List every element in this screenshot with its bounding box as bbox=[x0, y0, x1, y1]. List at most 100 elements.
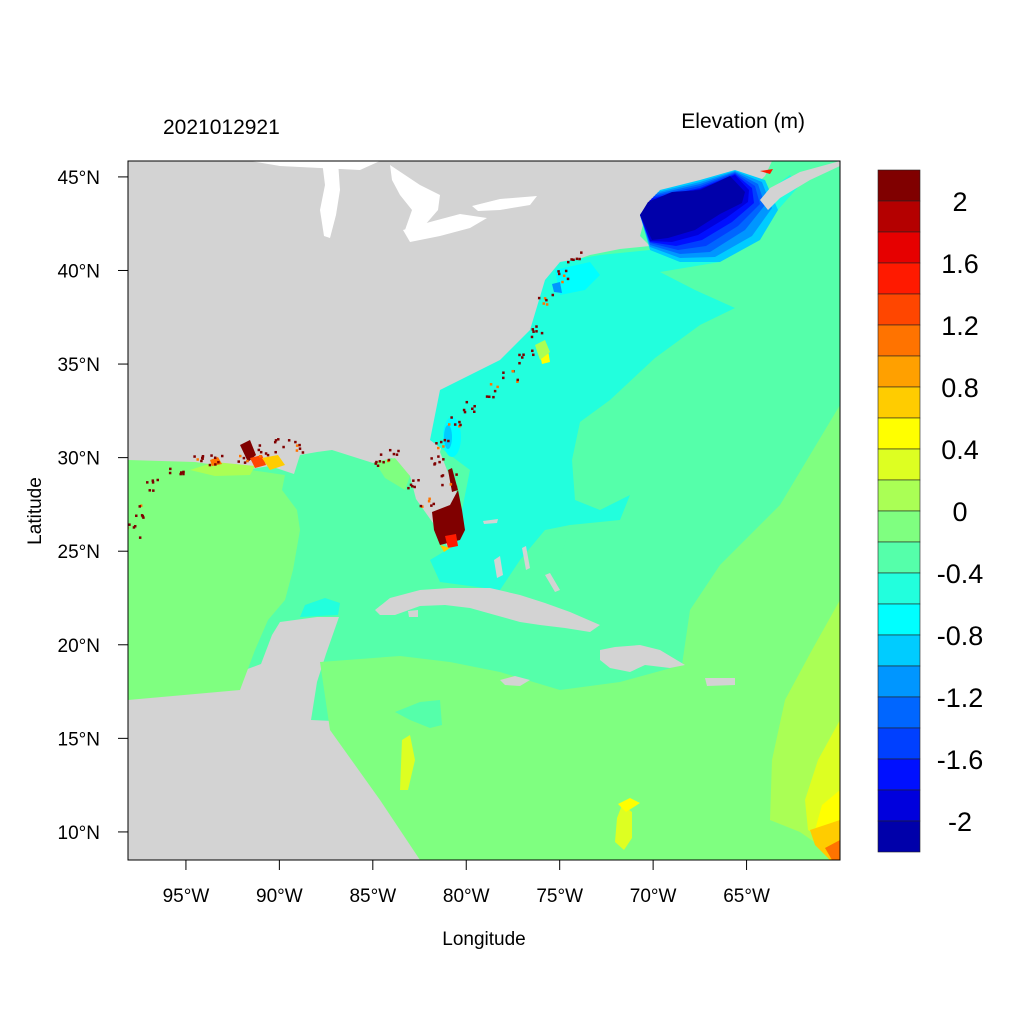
flood-dot bbox=[409, 483, 413, 487]
flood-dot bbox=[465, 400, 469, 404]
map-plot-area bbox=[128, 161, 840, 860]
gulf-venezuela bbox=[618, 798, 640, 812]
colorbar: 2 1.6 1.2 0.8 0.4 0 -0.4 -0.8 -1.2 -1.6 -2 bbox=[877, 169, 984, 853]
flood-dot bbox=[294, 440, 297, 444]
long-island-bahamas bbox=[545, 573, 560, 592]
y-tick-label: 35°N bbox=[58, 355, 100, 376]
flood-dot bbox=[502, 376, 505, 380]
flood-dot bbox=[152, 489, 155, 492]
colorbar-bin bbox=[877, 324, 921, 357]
flood-dot bbox=[298, 443, 301, 447]
flood-dot bbox=[458, 425, 461, 428]
colorbar-bin bbox=[877, 572, 921, 605]
map-title-date: 2021012921 bbox=[163, 116, 280, 139]
flood-dot bbox=[259, 450, 263, 454]
flood-dot bbox=[146, 481, 149, 484]
flood-dot bbox=[443, 438, 447, 442]
x-axis-ticks: 95°W 90°W 85°W 80°W 75°W 70°W 65°W bbox=[163, 860, 770, 907]
flood-dot bbox=[572, 258, 575, 262]
flood-dot bbox=[421, 505, 424, 508]
flood-dot bbox=[132, 526, 136, 529]
colorbar-bin bbox=[877, 355, 921, 388]
grand-bahama bbox=[483, 519, 498, 524]
colorbar-label: 1.6 bbox=[941, 249, 979, 279]
colorbar-label: 0.4 bbox=[941, 435, 979, 465]
flood-dot bbox=[148, 489, 152, 492]
flood-dot bbox=[193, 455, 196, 458]
flood-dot bbox=[301, 451, 305, 454]
flood-dot bbox=[208, 463, 212, 467]
flood-dot bbox=[242, 456, 246, 460]
colorbar-bin bbox=[877, 727, 921, 760]
maracaibo-lake bbox=[615, 805, 632, 850]
flood-dot bbox=[433, 462, 437, 465]
flood-dot bbox=[239, 454, 242, 458]
flood-dot bbox=[428, 497, 431, 501]
flood-dot bbox=[382, 460, 385, 464]
y-tick-label: 40°N bbox=[58, 261, 100, 282]
nova-scotia bbox=[760, 161, 840, 210]
x-tick-label: 70°W bbox=[630, 886, 677, 907]
islands bbox=[375, 161, 840, 686]
flood-dot bbox=[540, 331, 544, 335]
flood-dot bbox=[453, 423, 457, 426]
flood-dot bbox=[537, 296, 541, 300]
flood-dot bbox=[535, 330, 538, 333]
flood-dot bbox=[138, 505, 142, 508]
flood-dot bbox=[511, 369, 514, 373]
flood-dot bbox=[447, 423, 451, 426]
flood-dot bbox=[575, 257, 579, 261]
flood-dot bbox=[567, 260, 570, 264]
flood-dot bbox=[551, 293, 555, 297]
coastal-flooding bbox=[210, 169, 773, 552]
eleuthera bbox=[522, 546, 530, 570]
flood-dot bbox=[413, 485, 416, 489]
flood-dot bbox=[430, 457, 433, 460]
colorbar-label: -1.2 bbox=[937, 683, 984, 713]
flood-dot bbox=[295, 444, 299, 447]
flood-dot bbox=[532, 330, 535, 333]
flood-dot bbox=[141, 515, 145, 518]
cuba bbox=[375, 588, 600, 632]
flood-dot bbox=[580, 251, 583, 254]
flood-dot bbox=[543, 297, 547, 300]
colorbar-bin bbox=[877, 510, 921, 543]
flood-dot bbox=[379, 453, 383, 456]
colorbar-bin bbox=[877, 541, 921, 574]
flood-dot bbox=[562, 274, 566, 278]
flood-dot bbox=[437, 455, 440, 458]
flood-dot bbox=[151, 481, 155, 484]
colorbar-bin bbox=[877, 696, 921, 729]
flood-dot bbox=[531, 328, 535, 331]
x-tick-label: 90°W bbox=[256, 886, 303, 907]
y-axis-ticks: 45°N 40°N 35°N 30°N 25°N 20°N 15°N 10°N bbox=[58, 168, 128, 844]
flood-dot bbox=[535, 325, 538, 328]
flood-dot bbox=[258, 454, 262, 458]
flood-dot bbox=[545, 298, 548, 302]
colorbar-bin bbox=[877, 634, 921, 667]
flood-dot bbox=[570, 258, 573, 261]
colorbar-label: 0.8 bbox=[941, 373, 979, 403]
flood-dot bbox=[179, 472, 182, 476]
hispaniola bbox=[600, 645, 685, 672]
y-tick-label: 20°N bbox=[58, 636, 100, 657]
flood-dot bbox=[392, 452, 396, 456]
flood-dot bbox=[492, 395, 495, 399]
flood-dot bbox=[522, 353, 525, 356]
gulf-west-region bbox=[128, 460, 300, 700]
flood-dot bbox=[247, 453, 251, 456]
flood-dot bbox=[168, 471, 172, 475]
flood-dot bbox=[135, 514, 138, 518]
y-axis-label: Latitude bbox=[25, 477, 46, 545]
flood-dot bbox=[397, 449, 400, 453]
flood-dot bbox=[455, 473, 458, 476]
flood-dot bbox=[449, 483, 453, 486]
y-tick-label: 25°N bbox=[58, 542, 100, 563]
plot-frame bbox=[127, 160, 841, 861]
flood-dot bbox=[182, 472, 185, 476]
flood-dot bbox=[196, 458, 199, 461]
flood-dot bbox=[458, 420, 461, 424]
flood-dot bbox=[578, 257, 581, 261]
flood-dot bbox=[532, 353, 535, 357]
flood-dot bbox=[427, 499, 431, 503]
